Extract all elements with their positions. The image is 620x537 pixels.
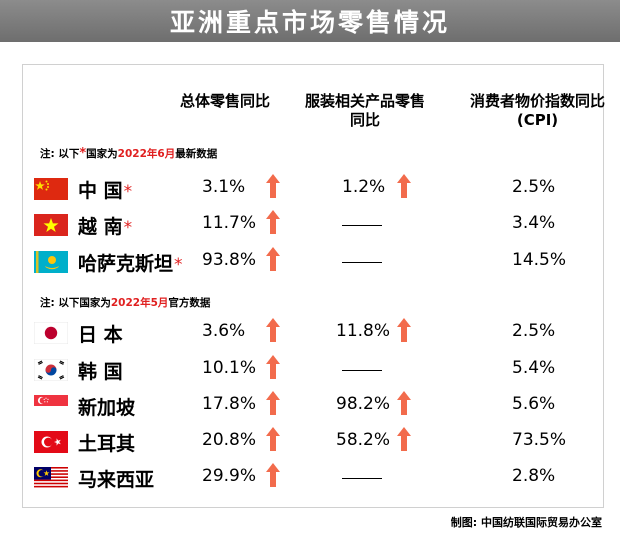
retail-value: 29.9% xyxy=(202,466,257,486)
country-name-text: 越 南 xyxy=(78,216,123,238)
note-may: 注: 以下国家为2022年5月官方数据 xyxy=(40,295,210,310)
page-title: 亚洲重点市场零售情况 xyxy=(0,0,620,42)
retail-value: 17.8% xyxy=(202,394,257,414)
cpi-value: 5.4% xyxy=(512,358,556,378)
up-arrow-icon xyxy=(266,318,280,342)
note-june-suffix: 最新数据 xyxy=(175,148,218,160)
note-may-prefix: 注: 以下国家为 xyxy=(40,297,111,309)
country-name: 韩 国 xyxy=(78,357,123,384)
country-name: 马来西亚 xyxy=(78,465,154,492)
up-arrow-icon xyxy=(266,463,280,487)
note-may-suffix: 官方数据 xyxy=(168,297,211,309)
apparel-value: 1.2% xyxy=(342,177,386,197)
note-june-prefix: 注: 以下 xyxy=(40,148,80,160)
malaysia-flag-icon xyxy=(34,467,68,489)
table-row: 哈萨克斯坦* 93.8% 14.5% xyxy=(26,247,606,277)
up-arrow-icon xyxy=(397,318,411,342)
up-arrow-icon xyxy=(266,247,280,271)
country-name-text: 新加坡 xyxy=(78,397,136,419)
star-mark: * xyxy=(174,255,183,275)
country-name-text: 马来西亚 xyxy=(78,469,155,491)
table-row: 越 南* 11.7% 3.4% xyxy=(26,210,606,240)
header-retail: 总体零售同比 xyxy=(179,92,270,110)
up-arrow-icon xyxy=(266,391,280,415)
retail-value: 20.8% xyxy=(202,430,257,450)
retail-value: 10.1% xyxy=(202,358,257,378)
country-name: 新加坡 xyxy=(78,393,135,420)
note-june-mid: 国家为 xyxy=(86,148,118,160)
kazakhstan-flag-icon xyxy=(34,251,68,273)
retail-value: 11.7% xyxy=(202,213,257,233)
star-mark: * xyxy=(123,182,133,202)
country-name-text: 日 本 xyxy=(78,324,123,346)
table-row: 马来西亚 29.9% 2.8% xyxy=(26,463,606,493)
up-arrow-icon xyxy=(266,174,280,198)
cpi-value: 2.5% xyxy=(512,177,556,197)
table-row: 中 国* 3.1% 1.2% 2.5% xyxy=(26,174,606,204)
country-name: 中 国* xyxy=(78,176,132,203)
retail-value: 3.1% xyxy=(202,177,246,197)
cpi-value: 2.8% xyxy=(512,466,556,486)
table-row: 新加坡 17.8% 98.2% 5.6% xyxy=(26,391,606,421)
country-name: 土耳其 xyxy=(78,429,135,456)
cpi-value: 14.5% xyxy=(512,250,567,270)
vietnam-flag-icon xyxy=(34,214,68,236)
country-name: 越 南* xyxy=(78,212,132,239)
japan-flag-icon xyxy=(34,322,68,344)
header-cpi-line2: (CPI) xyxy=(516,111,559,129)
note-june: 注: 以下*国家为2022年6月最新数据 xyxy=(40,146,217,161)
header-apparel: 服装相关产品零售 同比 xyxy=(290,92,440,130)
note-may-date: 2022年5月 xyxy=(110,297,169,309)
header-cpi: 消费者物价指数同比 (CPI) xyxy=(455,92,620,130)
star-mark: * xyxy=(123,218,133,238)
country-name-text: 土耳其 xyxy=(78,433,136,455)
up-arrow-icon xyxy=(266,210,280,234)
cpi-value: 2.5% xyxy=(512,321,556,341)
country-name: 日 本 xyxy=(78,320,123,347)
up-arrow-icon xyxy=(266,355,280,379)
apparel-dash xyxy=(342,262,382,263)
up-arrow-icon xyxy=(397,391,411,415)
apparel-value: 58.2% xyxy=(336,430,391,450)
apparel-dash xyxy=(342,478,382,479)
korea-flag-icon xyxy=(34,359,68,381)
retail-value: 93.8% xyxy=(202,250,257,270)
country-name-text: 韩 国 xyxy=(78,361,123,383)
up-arrow-icon xyxy=(397,174,411,198)
country-name: 哈萨克斯坦* xyxy=(78,249,183,276)
up-arrow-icon xyxy=(397,427,411,451)
note-june-date: 2022年6月 xyxy=(117,148,176,160)
apparel-value: 98.2% xyxy=(336,394,391,414)
table-row: 韩 国 10.1% 5.4% xyxy=(26,355,606,385)
header-apparel-line1: 服装相关产品零售 xyxy=(304,92,425,110)
header-cpi-line1: 消费者物价指数同比 xyxy=(469,92,605,110)
table-row: 土耳其 20.8% 58.2% 73.5% xyxy=(26,427,606,457)
note-june-star: * xyxy=(79,146,87,161)
retail-value: 3.6% xyxy=(202,321,246,341)
china-flag-icon xyxy=(34,178,68,200)
cpi-value: 73.5% xyxy=(512,430,567,450)
country-name-text: 哈萨克斯坦 xyxy=(78,253,174,275)
apparel-dash xyxy=(342,370,382,371)
up-arrow-icon xyxy=(266,427,280,451)
header-apparel-line2: 同比 xyxy=(349,111,380,129)
footer-credit: 制图: 中国纺联国际贸易办公室 xyxy=(450,516,602,529)
cpi-value: 3.4% xyxy=(512,213,556,233)
table-panel xyxy=(22,64,604,508)
table-row: 日 本 3.6% 11.8% 2.5% xyxy=(26,318,606,348)
cpi-value: 5.6% xyxy=(512,394,556,414)
apparel-value: 11.8% xyxy=(336,321,391,341)
singapore-flag-icon xyxy=(34,395,68,417)
apparel-dash xyxy=(342,225,382,226)
country-name-text: 中 国 xyxy=(78,180,123,202)
turkey-flag-icon xyxy=(34,431,68,453)
